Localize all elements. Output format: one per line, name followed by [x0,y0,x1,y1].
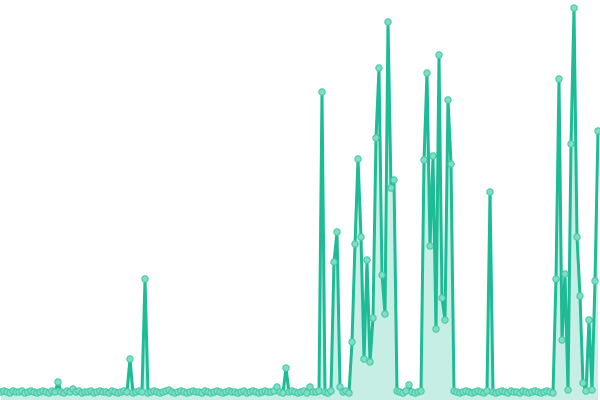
data-point [372,134,380,142]
data-point [435,51,443,59]
data-point [345,389,353,397]
data-point [567,140,575,148]
data-point [279,389,287,397]
data-point [447,160,455,168]
data-point [318,88,326,96]
data-point [351,240,359,248]
data-point [390,176,398,184]
data-point [138,388,146,396]
series-line [0,6,600,395]
data-point [327,387,335,395]
data-point [417,387,425,395]
data-point [555,75,563,83]
data-point [363,256,371,264]
data-point [141,275,149,283]
data-point [591,277,599,285]
data-point [387,184,395,192]
data-point [579,379,587,387]
data-point [594,127,600,135]
data-point [588,386,596,394]
data-point [123,388,131,396]
data-point [378,271,386,279]
data-point [585,316,593,324]
data-point [354,155,362,163]
data-point [330,258,338,266]
data-point [360,355,368,363]
data-point [438,294,446,302]
data-point [549,389,557,397]
data-point [564,386,572,394]
data-point [126,355,134,363]
data-point [366,358,374,366]
data-point [483,387,491,395]
data-point [444,96,452,104]
data-point [561,270,569,278]
data-point [423,69,431,77]
data-point [303,389,311,397]
data-point [333,228,341,236]
data-point [315,387,323,395]
data-point [357,233,365,241]
data-point [573,233,581,241]
data-point [282,364,290,372]
data-point [570,4,578,12]
data-point [558,336,566,344]
data-point [384,18,392,26]
series-area [1,8,598,400]
data-point [429,152,437,160]
data-point [348,338,356,346]
data-point [375,64,383,72]
data-point [54,378,62,386]
data-point [405,381,413,389]
data-point [486,188,494,196]
data-point [552,275,560,283]
data-point [576,292,584,300]
data-point [402,387,410,395]
data-point [582,387,590,395]
data-point [420,156,428,164]
markers-group [0,4,600,397]
data-point [432,325,440,333]
series-group [0,6,600,400]
data-point [51,388,59,396]
data-point [381,310,389,318]
data-point [441,316,449,324]
data-point [369,314,377,322]
data-point [426,242,434,250]
